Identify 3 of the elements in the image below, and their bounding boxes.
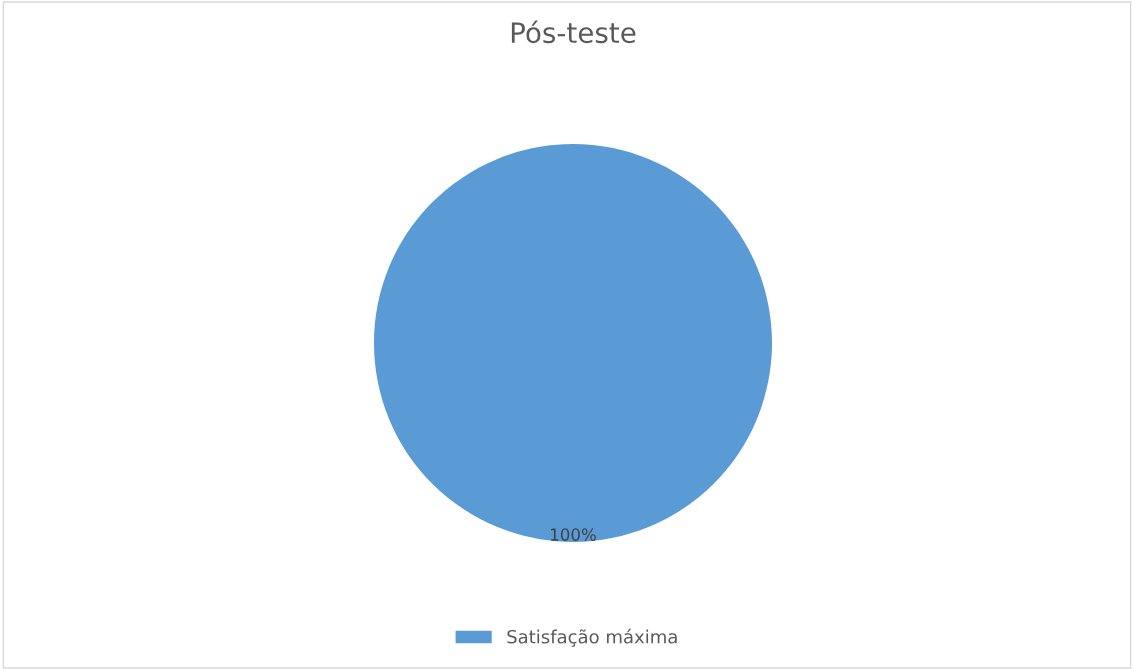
- data-label: 100%: [551, 528, 596, 541]
- legend-label: Satisfação máxima: [507, 628, 677, 647]
- chart-title: Pós-teste: [511, 20, 636, 44]
